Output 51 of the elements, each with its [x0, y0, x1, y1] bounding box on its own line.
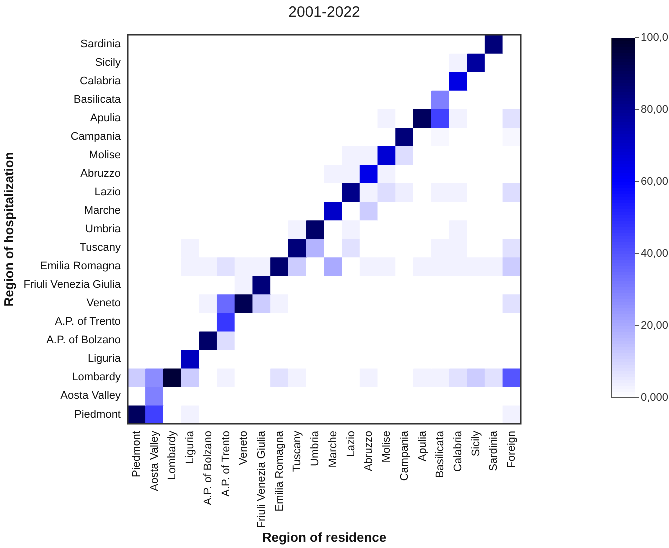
y-tick-label: Friuli Venezia Giulia	[24, 279, 122, 292]
y-tick-label: Molise	[89, 149, 121, 162]
y-tick-label: Emilia Romagna	[40, 260, 122, 273]
y-tick-label: Campania	[70, 130, 122, 143]
x-axis-title: Region of residence	[262, 530, 387, 545]
y-tick-label: Veneto	[86, 298, 121, 310]
y-tick-label: A.P. of Trento	[55, 316, 121, 328]
x-tick-label: Foreign	[506, 431, 518, 468]
color-bar-label: 0,000	[641, 392, 669, 404]
x-tick-label: Umbria	[310, 430, 322, 466]
y-tick-label: Marche	[84, 205, 121, 218]
x-tick-label: Friuli Venezia Giulia	[256, 430, 268, 528]
y-axis-title: Region of hospitalization	[1, 152, 16, 307]
y-tick-label: Lazio	[94, 186, 121, 198]
x-tick-label: Lazio	[345, 431, 358, 458]
color-bar-label: 20,00	[641, 320, 669, 332]
y-tick-label: Liguria	[88, 353, 122, 366]
y-tick-label: Abruzzo	[80, 168, 121, 180]
x-tick-label: Liguria	[184, 430, 197, 464]
x-tick-label: A.P. of Trento	[220, 431, 232, 497]
y-tick-label: Lombardy	[72, 372, 122, 384]
y-tick-label: Apulia	[90, 112, 122, 124]
chart-title: 2001-2022	[288, 4, 360, 22]
x-tick-label: Calabria	[452, 430, 465, 472]
y-tick-label: Umbria	[86, 224, 122, 236]
x-tick-label: Sicily	[470, 430, 482, 457]
y-tick-label: Sardinia	[80, 38, 122, 50]
color-bar-label: 100,0	[641, 32, 669, 44]
x-tick-label: A.P. of Bolzano	[202, 431, 214, 506]
x-tick-label: Abruzzo	[363, 431, 376, 472]
x-tick-label: Campania	[398, 430, 411, 482]
x-tick-label: Apulia	[416, 430, 429, 462]
x-tick-label: Basilicata	[434, 430, 447, 478]
x-tick-label: Veneto	[238, 431, 250, 466]
color-bar-label: 40,00	[641, 248, 669, 260]
x-tick-label: Tuscany	[292, 430, 304, 472]
y-tick-label: Basilicata	[74, 94, 122, 106]
x-tick-label: Molise	[381, 431, 394, 463]
x-tick-label: Sardinia	[488, 430, 500, 472]
y-tick-label: A.P. of Bolzano	[46, 334, 121, 347]
y-tick-label: Sicily	[95, 56, 122, 69]
x-tick-label: Lombardy	[166, 430, 179, 480]
color-bar-label: 80,00	[641, 104, 669, 116]
x-tick-label: Marche	[327, 431, 340, 468]
x-tick-label: Emilia Romagna	[274, 430, 286, 512]
color-bar-label: 60,00	[641, 176, 669, 188]
y-tick-label: Calabria	[80, 75, 122, 88]
x-tick-label: Aosta Valley	[148, 430, 161, 492]
y-tick-label: Piedmont	[74, 408, 121, 421]
y-tick-label: Aosta Valley	[60, 390, 122, 402]
y-tick-label: Tuscany	[80, 242, 122, 254]
